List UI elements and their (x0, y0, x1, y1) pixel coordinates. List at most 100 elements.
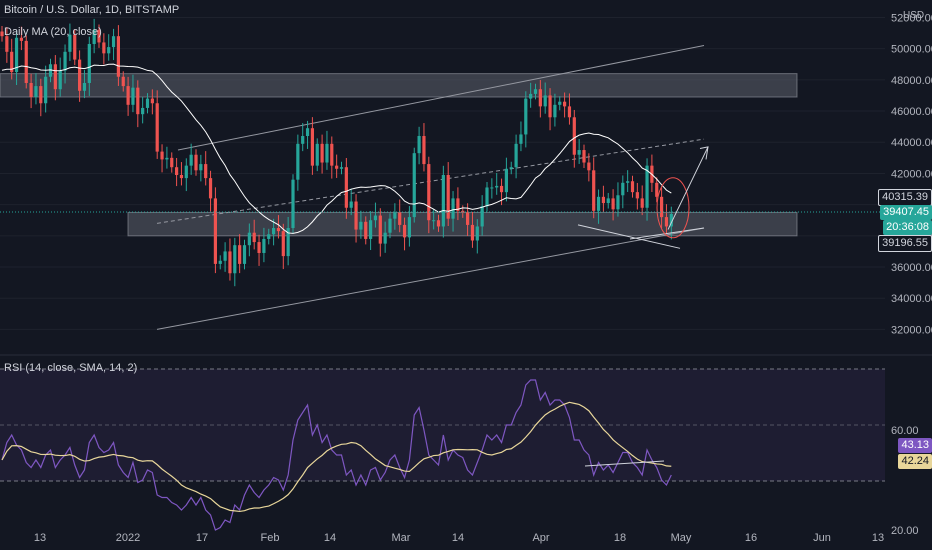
candle-body (5, 36, 9, 52)
support-resistance-zones[interactable] (0, 73, 798, 237)
candle-body (524, 98, 528, 135)
candlestick-series (0, 18, 673, 287)
candle-body (388, 218, 392, 233)
candle-body (73, 34, 77, 60)
candle-body (53, 64, 57, 90)
candle-body (107, 47, 111, 54)
price-tag-lower: 39196.55 (878, 235, 932, 252)
candle-body (233, 245, 237, 274)
candle-body (330, 143, 334, 166)
candle-body (635, 192, 639, 199)
candle-body (344, 167, 348, 208)
candle-body (596, 196, 601, 211)
candle-body (466, 212, 470, 225)
candle-body (470, 224, 475, 241)
candle-body (606, 198, 610, 204)
price-tag-last: 39407.45 (880, 205, 932, 220)
candle-body (189, 154, 193, 166)
rsi-divergence-line[interactable] (584, 460, 665, 467)
candle-body (257, 242, 261, 253)
candle-body (369, 220, 373, 239)
ma-legend[interactable]: Daily MA (20, close) (4, 26, 102, 38)
candle-body (39, 86, 43, 104)
countdown-tag: 20:36:08 (883, 220, 932, 235)
rsi-legend[interactable]: RSI (14, close, SMA, 14, 2) (4, 362, 138, 374)
candle-body (194, 154, 198, 171)
price-axis[interactable]: 52000.00 50000.00 48000.00 46000.00 44000.00… (891, 12, 932, 336)
candle-body (558, 101, 562, 105)
candle-body (29, 82, 33, 98)
channel-lower-line (156, 227, 705, 330)
rsi-panel-bg (0, 363, 885, 550)
candle-body (616, 195, 620, 210)
candle-body (126, 86, 130, 105)
candle-body (393, 212, 397, 219)
candle-body (247, 232, 251, 246)
candle-body (68, 34, 72, 52)
candle-body (577, 150, 581, 155)
price-tick-label: 44000.00 (891, 137, 932, 149)
candle-body (441, 175, 445, 227)
currency-label[interactable]: USD (903, 10, 925, 21)
wedge-line-upper (577, 224, 681, 249)
candle-body (398, 212, 402, 225)
candle-body (63, 51, 67, 71)
annotations[interactable] (577, 146, 709, 249)
candle-body (92, 29, 96, 44)
candle-body (145, 98, 150, 108)
candle-body (339, 167, 344, 169)
candle-body (0, 31, 4, 37)
candle-body (422, 136, 426, 165)
candle-body (160, 151, 164, 160)
candle-body (572, 117, 576, 155)
symbol-title[interactable]: Bitcoin / U.S. Dollar, 1D, BITSTAMP (4, 4, 180, 16)
candle-body (451, 198, 455, 219)
candle-body (184, 165, 188, 179)
candle-body (359, 221, 363, 230)
candle-body (14, 37, 19, 73)
candle-body (645, 165, 649, 208)
candle-body (213, 198, 217, 264)
rsi-axis[interactable]: 60.00 20.00 (891, 425, 919, 537)
candle-body (111, 36, 116, 48)
candle-body (252, 232, 256, 243)
candle-body (315, 143, 319, 166)
candle-body (378, 215, 382, 244)
grid-lines (0, 16, 885, 330)
candle-body (87, 43, 91, 83)
candle-body (626, 181, 630, 183)
candle-body (519, 134, 523, 144)
price-tick-label: 36000.00 (891, 262, 932, 274)
candle-body (281, 231, 285, 257)
candle-body (592, 170, 596, 211)
candle-body (548, 95, 552, 118)
candle-body (475, 226, 479, 241)
time-axis[interactable]: 13 2022 17 Feb 14 Mar 14 Apr 18 May 16 Jun 13 (34, 532, 884, 544)
time-tick-label: 16 (745, 532, 757, 544)
candle-body (179, 175, 184, 179)
candle-body (553, 104, 557, 118)
candle-body (669, 213, 673, 227)
candle-body (116, 36, 120, 77)
candle-body (44, 76, 48, 104)
candle-body (504, 168, 508, 193)
price-tick-label: 50000.00 (891, 44, 932, 56)
candle-body (373, 215, 378, 221)
wedge-line-lower (629, 227, 705, 240)
candle-body (82, 82, 87, 91)
rsi-value-tag: 42.24 (898, 454, 932, 469)
time-tick-label: 18 (614, 532, 626, 544)
candle-body (417, 136, 421, 154)
candle-body (136, 87, 140, 115)
candle-body (228, 251, 232, 274)
candle-body (78, 59, 82, 91)
candle-body (533, 89, 538, 94)
candle-body (155, 103, 159, 152)
trend-channel[interactable] (156, 45, 705, 330)
candle-body (601, 196, 605, 204)
candle-body (611, 198, 615, 210)
time-tick-label: May (671, 532, 692, 544)
candle-body (354, 201, 358, 230)
candle-body (664, 217, 669, 227)
